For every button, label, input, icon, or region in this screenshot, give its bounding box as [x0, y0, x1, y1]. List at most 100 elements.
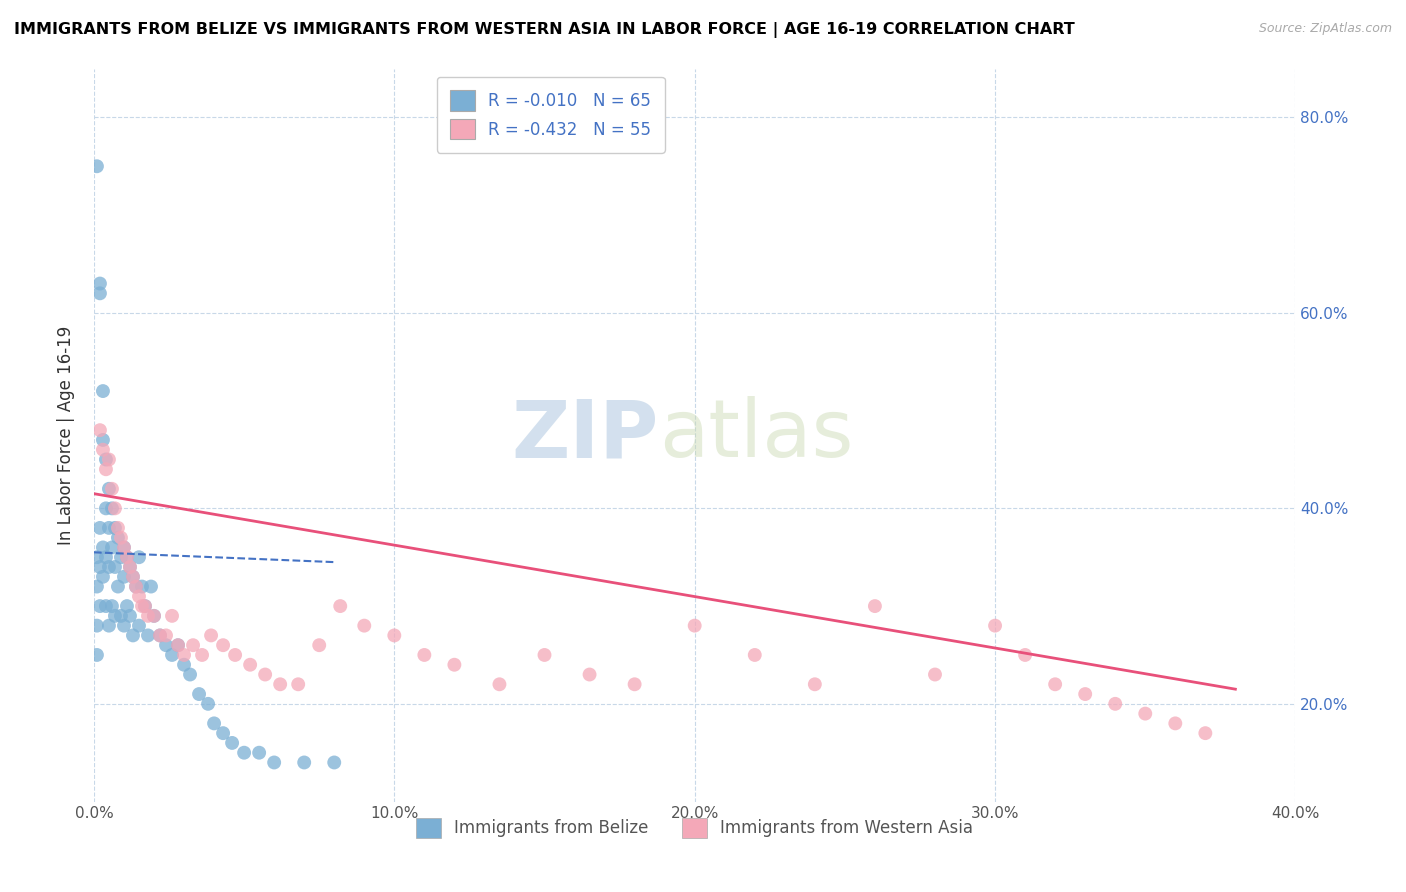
Point	[94, 462, 117, 476]
Point	[323, 756, 346, 770]
Point	[197, 697, 219, 711]
Point	[131, 599, 153, 613]
Point	[254, 667, 277, 681]
Point	[167, 638, 190, 652]
Point	[107, 521, 129, 535]
Point	[136, 608, 159, 623]
Point	[107, 580, 129, 594]
Point	[136, 628, 159, 642]
Point	[155, 638, 177, 652]
Point	[143, 608, 166, 623]
Point	[984, 618, 1007, 632]
Point	[115, 550, 138, 565]
Point	[94, 599, 117, 613]
Point	[443, 657, 465, 672]
Point	[101, 541, 124, 555]
Point	[89, 423, 111, 437]
Point	[167, 638, 190, 652]
Point	[101, 501, 124, 516]
Point	[131, 580, 153, 594]
Point	[118, 560, 141, 574]
Point	[91, 541, 114, 555]
Point	[104, 501, 127, 516]
Point	[128, 550, 150, 565]
Point	[112, 541, 135, 555]
Point	[94, 452, 117, 467]
Point	[247, 746, 270, 760]
Point	[86, 159, 108, 173]
Point	[122, 570, 145, 584]
Point	[623, 677, 645, 691]
Point	[224, 648, 246, 662]
Point	[269, 677, 291, 691]
Point	[329, 599, 352, 613]
Point	[191, 648, 214, 662]
Point	[149, 628, 172, 642]
Point	[110, 608, 132, 623]
Point	[239, 657, 262, 672]
Point	[1164, 716, 1187, 731]
Point	[112, 541, 135, 555]
Point	[112, 618, 135, 632]
Point	[86, 580, 108, 594]
Point	[200, 628, 222, 642]
Point	[1104, 697, 1126, 711]
Point	[89, 286, 111, 301]
Point	[97, 452, 120, 467]
Point	[744, 648, 766, 662]
Point	[101, 482, 124, 496]
Point	[413, 648, 436, 662]
Point	[139, 580, 162, 594]
Point	[104, 521, 127, 535]
Point	[1194, 726, 1216, 740]
Text: Source: ZipAtlas.com: Source: ZipAtlas.com	[1258, 22, 1392, 36]
Point	[149, 628, 172, 642]
Point	[94, 501, 117, 516]
Text: ZIP: ZIP	[512, 396, 658, 474]
Point	[110, 550, 132, 565]
Point	[128, 618, 150, 632]
Text: atlas: atlas	[658, 396, 853, 474]
Point	[115, 550, 138, 565]
Text: IMMIGRANTS FROM BELIZE VS IMMIGRANTS FROM WESTERN ASIA IN LABOR FORCE | AGE 16-1: IMMIGRANTS FROM BELIZE VS IMMIGRANTS FRO…	[14, 22, 1074, 38]
Point	[804, 677, 827, 691]
Point	[221, 736, 243, 750]
Point	[125, 580, 148, 594]
Point	[143, 608, 166, 623]
Point	[91, 442, 114, 457]
Legend: Immigrants from Belize, Immigrants from Western Asia: Immigrants from Belize, Immigrants from …	[409, 811, 980, 845]
Point	[1043, 677, 1066, 691]
Point	[89, 599, 111, 613]
Point	[488, 677, 510, 691]
Point	[683, 618, 706, 632]
Point	[128, 590, 150, 604]
Point	[97, 482, 120, 496]
Point	[112, 570, 135, 584]
Point	[160, 608, 183, 623]
Point	[533, 648, 555, 662]
Point	[91, 570, 114, 584]
Point	[91, 384, 114, 398]
Point	[863, 599, 886, 613]
Point	[89, 277, 111, 291]
Point	[160, 648, 183, 662]
Point	[97, 618, 120, 632]
Point	[578, 667, 600, 681]
Point	[104, 608, 127, 623]
Point	[122, 570, 145, 584]
Point	[118, 560, 141, 574]
Point	[110, 531, 132, 545]
Point	[97, 521, 120, 535]
Point	[134, 599, 156, 613]
Point	[125, 580, 148, 594]
Point	[104, 560, 127, 574]
Y-axis label: In Labor Force | Age 16-19: In Labor Force | Age 16-19	[58, 326, 75, 545]
Point	[94, 550, 117, 565]
Point	[1135, 706, 1157, 721]
Point	[287, 677, 309, 691]
Point	[118, 608, 141, 623]
Point	[188, 687, 211, 701]
Point	[1074, 687, 1097, 701]
Point	[97, 560, 120, 574]
Point	[101, 599, 124, 613]
